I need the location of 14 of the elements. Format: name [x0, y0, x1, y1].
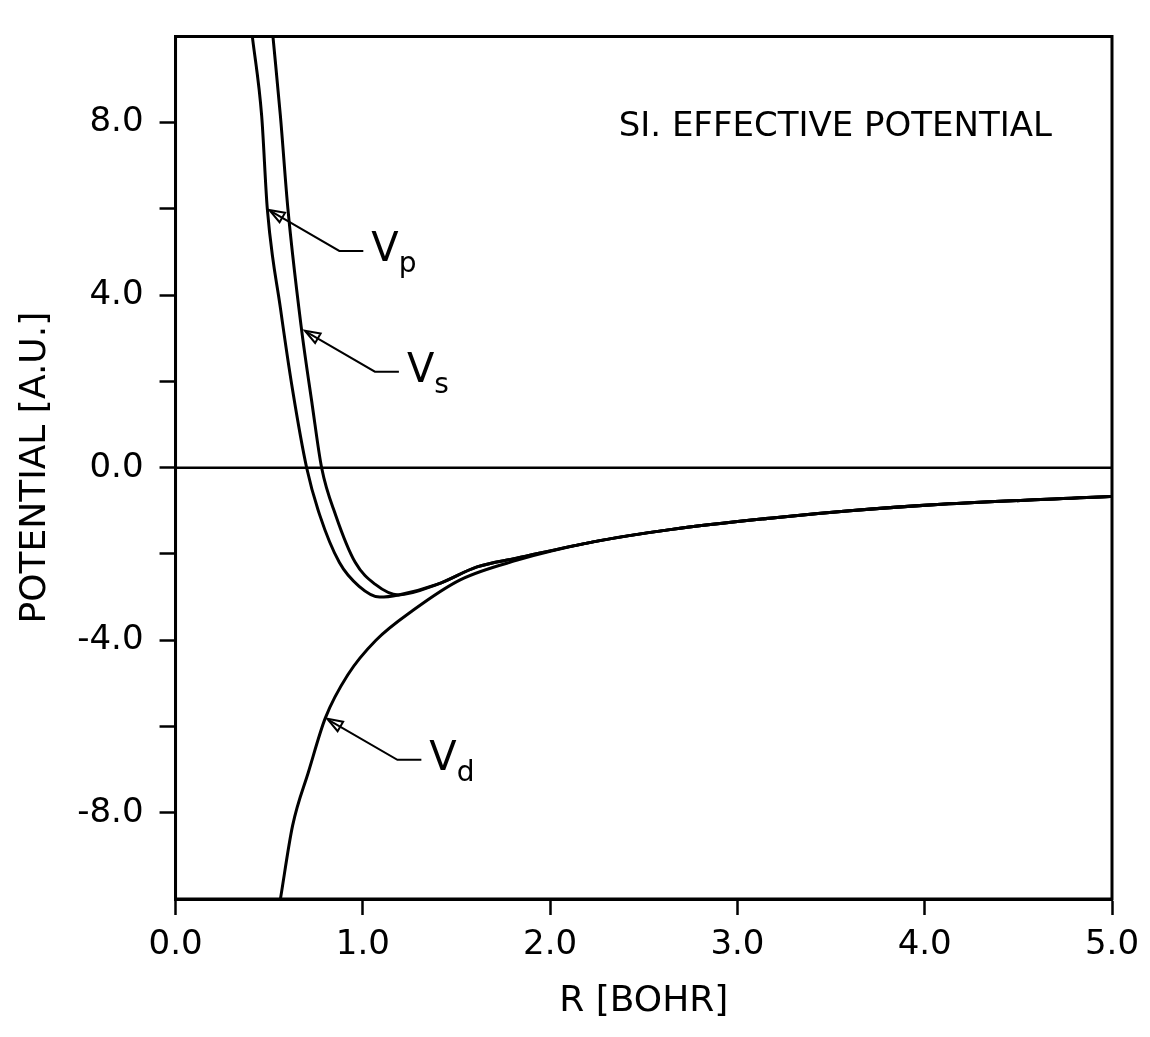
y-tick-label: -8.0 — [77, 789, 144, 830]
x-tick-label: 0.0 — [148, 922, 203, 963]
y-axis-title: POTENTIAL [A.U.] — [11, 311, 53, 624]
x-tick-label: 3.0 — [710, 922, 765, 963]
y-tick-label: 0.0 — [89, 444, 144, 485]
x-tick-label: 1.0 — [335, 922, 390, 963]
y-tick-label: 4.0 — [89, 272, 144, 313]
x-axis-title: R [BOHR] — [559, 977, 729, 1019]
x-tick-label: 4.0 — [897, 922, 952, 963]
y-tick-label: 8.0 — [89, 99, 144, 140]
x-tick-label: 5.0 — [1084, 922, 1140, 963]
x-tick-label: 2.0 — [523, 922, 578, 963]
y-tick-label: -4.0 — [77, 617, 144, 658]
text: SI. EFFECTIVE POTENTIAL — [618, 104, 1053, 145]
